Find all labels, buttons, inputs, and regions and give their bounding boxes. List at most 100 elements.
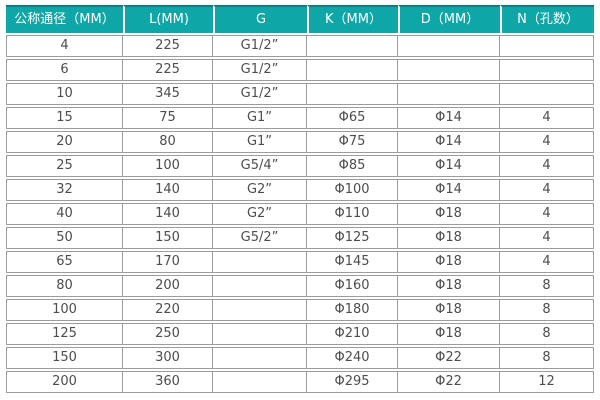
table-cell: 25 xyxy=(6,155,123,177)
table-cell xyxy=(398,83,500,105)
table-cell: 4 xyxy=(500,203,594,225)
table-cell: 10 xyxy=(6,83,123,105)
table-row: 20 80 G1” Φ75 Φ14 4 xyxy=(6,131,594,153)
table-cell: 200 xyxy=(123,275,213,297)
table-cell xyxy=(500,59,594,81)
header-cell: L(MM) xyxy=(123,5,213,33)
header-cell: N（孔数） xyxy=(500,5,594,33)
table-cell: 225 xyxy=(123,59,213,81)
table-cell: 4 xyxy=(500,179,594,201)
table-row: 15 75 G1” Φ65 Φ14 4 xyxy=(6,107,594,129)
spec-table: 公称通径（MM） L(MM) G K（MM） D（MM） N（孔数） 4 225 G1/2” 6… xyxy=(6,3,594,395)
table-cell: Φ14 xyxy=(398,107,500,129)
table-cell: 220 xyxy=(123,299,213,321)
table-cell xyxy=(307,83,398,105)
table-cell: 4 xyxy=(500,131,594,153)
table-cell: Φ22 xyxy=(398,371,500,393)
table-cell: Φ145 xyxy=(307,251,398,273)
table-cell: 6 xyxy=(6,59,123,81)
header-cell: G xyxy=(213,5,307,33)
table-cell: 4 xyxy=(500,155,594,177)
table-row: 25 100 G5/4” Φ85 Φ14 4 xyxy=(6,155,594,177)
table-cell: Φ160 xyxy=(307,275,398,297)
table-row: 150 300 Φ240 Φ22 8 xyxy=(6,347,594,369)
table-cell: 4 xyxy=(500,107,594,129)
table-cell: 150 xyxy=(6,347,123,369)
table-cell: 8 xyxy=(500,323,594,345)
table-cell: 80 xyxy=(123,131,213,153)
table-cell xyxy=(213,371,307,393)
table-cell: Φ100 xyxy=(307,179,398,201)
table-row: 6 225 G1/2” xyxy=(6,59,594,81)
table-cell: Φ210 xyxy=(307,323,398,345)
table-cell: Φ18 xyxy=(398,299,500,321)
table-cell: 4 xyxy=(6,35,123,57)
table-row: 4 225 G1/2” xyxy=(6,35,594,57)
table-cell xyxy=(213,251,307,273)
table-cell: Φ14 xyxy=(398,179,500,201)
table-cell: Φ75 xyxy=(307,131,398,153)
table-cell: G2” xyxy=(213,203,307,225)
table-cell: G2” xyxy=(213,179,307,201)
header-cell: D（MM） xyxy=(398,5,500,33)
table-cell: G1” xyxy=(213,131,307,153)
table-cell xyxy=(500,35,594,57)
table-row: 80 200 Φ160 Φ18 8 xyxy=(6,275,594,297)
table-cell: 75 xyxy=(123,107,213,129)
table-cell: Φ18 xyxy=(398,323,500,345)
table-cell: 170 xyxy=(123,251,213,273)
table-row: 100 220 Φ180 Φ18 8 xyxy=(6,299,594,321)
table-cell: 65 xyxy=(6,251,123,273)
table-cell xyxy=(398,59,500,81)
table-row: 65 170 Φ145 Φ18 4 xyxy=(6,251,594,273)
table-cell: 360 xyxy=(123,371,213,393)
table-body: 4 225 G1/2” 6 225 G1/2” 10 345 G1/2” 15 75 G1” Φ65 Φ1… xyxy=(6,35,594,393)
table-cell: Φ295 xyxy=(307,371,398,393)
table-cell xyxy=(307,59,398,81)
table-cell: G5/4” xyxy=(213,155,307,177)
table-cell xyxy=(213,323,307,345)
table-row: 200 360 Φ295 Φ22 12 xyxy=(6,371,594,393)
table-cell: 300 xyxy=(123,347,213,369)
table-cell: Φ240 xyxy=(307,347,398,369)
table-cell: 8 xyxy=(500,299,594,321)
table-cell: 50 xyxy=(6,227,123,249)
table-cell: Φ85 xyxy=(307,155,398,177)
table-row: 10 345 G1/2” xyxy=(6,83,594,105)
table-cell: Φ14 xyxy=(398,131,500,153)
table-cell xyxy=(398,35,500,57)
table-row: 40 140 G2” Φ110 Φ18 4 xyxy=(6,203,594,225)
table-cell: 250 xyxy=(123,323,213,345)
table-cell: 100 xyxy=(6,299,123,321)
table-cell: 32 xyxy=(6,179,123,201)
table-cell: 125 xyxy=(6,323,123,345)
table-cell: 225 xyxy=(123,35,213,57)
table-cell: 140 xyxy=(123,179,213,201)
table-cell: 20 xyxy=(6,131,123,153)
table-cell: 40 xyxy=(6,203,123,225)
table-cell xyxy=(213,275,307,297)
table-cell: 4 xyxy=(500,251,594,273)
table-cell: Φ125 xyxy=(307,227,398,249)
header-cell: 公称通径（MM） xyxy=(6,5,123,33)
table-cell: G1/2” xyxy=(213,59,307,81)
table-cell: 8 xyxy=(500,275,594,297)
table-cell: 4 xyxy=(500,227,594,249)
table-row: 50 150 G5/2” Φ125 Φ18 4 xyxy=(6,227,594,249)
table-cell: 200 xyxy=(6,371,123,393)
table-cell xyxy=(213,347,307,369)
table-cell: 140 xyxy=(123,203,213,225)
table-cell: Φ110 xyxy=(307,203,398,225)
table-cell: 8 xyxy=(500,347,594,369)
table-cell: 345 xyxy=(123,83,213,105)
header-row: 公称通径（MM） L(MM) G K（MM） D（MM） N（孔数） xyxy=(6,5,594,33)
table-cell: Φ18 xyxy=(398,227,500,249)
table-cell: 15 xyxy=(6,107,123,129)
table-cell: Φ14 xyxy=(398,155,500,177)
table-cell: 150 xyxy=(123,227,213,249)
table-cell xyxy=(307,35,398,57)
table-cell: G5/2” xyxy=(213,227,307,249)
table-cell: Φ18 xyxy=(398,251,500,273)
table-cell: 80 xyxy=(6,275,123,297)
